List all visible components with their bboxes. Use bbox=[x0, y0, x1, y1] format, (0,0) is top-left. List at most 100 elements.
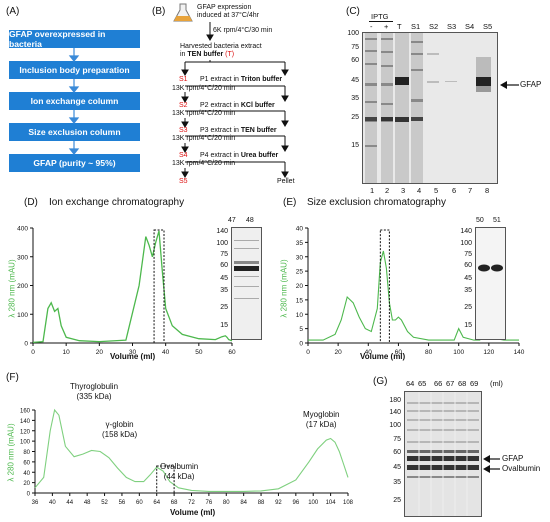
mw-e: 45 bbox=[464, 275, 472, 282]
smear-s5-low bbox=[476, 86, 491, 92]
gel-d-lane: 48 bbox=[246, 217, 254, 224]
band-t-25 bbox=[395, 117, 409, 122]
band-s5-gfap bbox=[476, 77, 491, 86]
chart-e-y-tick-label: 5 bbox=[299, 326, 303, 333]
mw-g: 25 bbox=[393, 497, 401, 504]
chart-d-y-tick-label: 300 bbox=[17, 254, 28, 261]
lane-number: 8 bbox=[485, 186, 490, 195]
chart-f-series-line bbox=[34, 408, 349, 492]
chart-d-x-tick-label: 40 bbox=[162, 349, 170, 356]
mw-c-35: 35 bbox=[351, 95, 359, 102]
harvest-buffer: TEN buffer bbox=[187, 51, 224, 58]
mw-g: 35 bbox=[393, 479, 401, 486]
chart-e-x-tick-label: 0 bbox=[306, 349, 310, 356]
mw-e: 140 bbox=[460, 228, 472, 235]
chart-e-y-tick-label: 10 bbox=[296, 312, 304, 319]
chart-d-xlabel: Volume (ml) bbox=[110, 352, 156, 361]
lane-number: 5 bbox=[434, 186, 439, 195]
mw-d: 140 bbox=[216, 228, 228, 235]
panel-f-label: (F) bbox=[6, 372, 19, 383]
panel-b-label: (B) bbox=[152, 6, 166, 17]
annotation-sub: (17 kDa) bbox=[305, 420, 337, 429]
s2-label: S2 bbox=[179, 102, 188, 109]
chart-e-ylabel-wrap: λ 280 nm (mAU) bbox=[276, 240, 290, 340]
panel-e-gel bbox=[475, 227, 506, 340]
mw-c-100: 100 bbox=[347, 30, 359, 37]
panel-a-label: (A) bbox=[6, 6, 20, 17]
chart-d-axes: 0 10 20 30 40 50 60 0 100 200 300 400 bbox=[17, 226, 236, 357]
lane-number: 7 bbox=[468, 186, 473, 195]
mw-e: 15 bbox=[464, 322, 472, 329]
chart-e-x-tick-label: 20 bbox=[335, 349, 343, 356]
chart-d-x-tick-label: 0 bbox=[31, 349, 35, 356]
panel-e-title: Size exclusion chromatography bbox=[307, 197, 446, 208]
mw-g: 60 bbox=[393, 449, 401, 456]
pellet-label: Pellet bbox=[277, 178, 295, 185]
mw-e: 25 bbox=[464, 304, 472, 311]
lane-head: 69 bbox=[470, 379, 479, 388]
mw-g: 140 bbox=[389, 409, 401, 416]
lane-number: 3 bbox=[401, 186, 406, 195]
lane-number: 2 bbox=[385, 186, 390, 195]
p3-prefix: P3 extract in bbox=[200, 127, 241, 134]
chart-d-y-tick-label: 100 bbox=[17, 312, 28, 319]
flask-icon bbox=[173, 3, 193, 22]
flow-arrows bbox=[68, 48, 80, 155]
mw-d: 25 bbox=[220, 304, 228, 311]
chart-e-y-tick-label: 25 bbox=[296, 269, 304, 276]
mw-e: 60 bbox=[464, 262, 472, 269]
annotation-gamma-globin: γ-globin (158 kDa) bbox=[102, 420, 137, 440]
panel-d-gel-bands bbox=[234, 240, 259, 299]
spin-row-2: 13K rpm/4°C/20 min bbox=[172, 110, 236, 117]
chart-e-highlight-box bbox=[379, 229, 390, 344]
lane-head: 68 bbox=[458, 379, 467, 388]
chart-d-highlight-box bbox=[153, 229, 165, 344]
mw-d: 35 bbox=[220, 287, 228, 294]
chart-f-highlight-box bbox=[156, 465, 175, 494]
p2-text: P2 extract in KCl buffer bbox=[200, 102, 275, 109]
harvest-in: in bbox=[180, 51, 188, 58]
expression-text: GFAP expression induced at 37°C/4hr bbox=[197, 4, 259, 20]
chart-f-x-tick-label: 40 bbox=[49, 500, 56, 506]
chart-e-x-tick-label: 40 bbox=[365, 349, 373, 356]
chart-d-x-tick-label: 20 bbox=[96, 349, 104, 356]
chart-f-y-tick-label: 100 bbox=[20, 440, 31, 446]
chart-f-x-tick-label: 92 bbox=[275, 500, 282, 506]
annotation-ovalbumin: Ovalbumin (44 kDa) bbox=[160, 462, 198, 482]
chart-f-y-tick-label: 160 bbox=[20, 409, 31, 415]
expression-line-1: GFAP expression bbox=[197, 4, 252, 11]
chart-d-y-tick-label: 200 bbox=[17, 283, 28, 290]
s4-label: S4 bbox=[179, 152, 188, 159]
chart-d-x-tick-label: 50 bbox=[195, 349, 203, 356]
chart-f-x-tick-label: 104 bbox=[326, 500, 337, 506]
p1-buffer: Triton buffer bbox=[240, 76, 283, 83]
p4-prefix: P4 extract in bbox=[200, 152, 241, 159]
flow-step-2: Inclusion body preparation bbox=[9, 61, 140, 79]
mw-e: 100 bbox=[460, 240, 472, 247]
band-e-gfap-51 bbox=[491, 264, 503, 272]
panel-g-gel bbox=[404, 391, 482, 517]
chart-f-y-tick-label: 80 bbox=[23, 450, 30, 456]
p2-buffer: KCl buffer bbox=[240, 102, 275, 109]
band-e-gfap-50 bbox=[478, 264, 490, 272]
mw-g: 75 bbox=[393, 436, 401, 443]
panel-c-lane-numbers: 1 2 3 4 5 6 7 8 bbox=[367, 186, 502, 196]
chart-f-x-tick-label: 80 bbox=[223, 500, 230, 506]
panel-c-label: (C) bbox=[346, 6, 360, 17]
chart-e-x-tick-label: 100 bbox=[453, 349, 464, 356]
chart-e-ylabel: λ 280 nm (mAU) bbox=[279, 259, 289, 318]
p3-buffer: TEN buffer bbox=[240, 127, 277, 134]
lane-head: 66 bbox=[434, 379, 443, 388]
panel-e-label: (E) bbox=[283, 197, 297, 208]
flow-step-3: Ion exchange column bbox=[9, 92, 140, 110]
flow-step-1: GFAP overexpressed in bacteria bbox=[9, 29, 140, 49]
flow-step-5: GFAP (purity ~ 95%) bbox=[9, 154, 140, 172]
band-1-25 bbox=[365, 117, 377, 121]
mw-c-25: 25 bbox=[351, 114, 359, 121]
lane-head: T bbox=[397, 22, 402, 31]
unit-label: (ml) bbox=[490, 379, 503, 388]
annotation-name: γ-globin bbox=[105, 420, 134, 429]
chart-f-axes: 36 40 44 48 52 56 60 64 68 72 76 80 84 88 92 96 100 104 10… bbox=[20, 409, 354, 507]
mw-c-75: 75 bbox=[351, 44, 359, 51]
gel-d-lane: 47 bbox=[228, 217, 236, 224]
